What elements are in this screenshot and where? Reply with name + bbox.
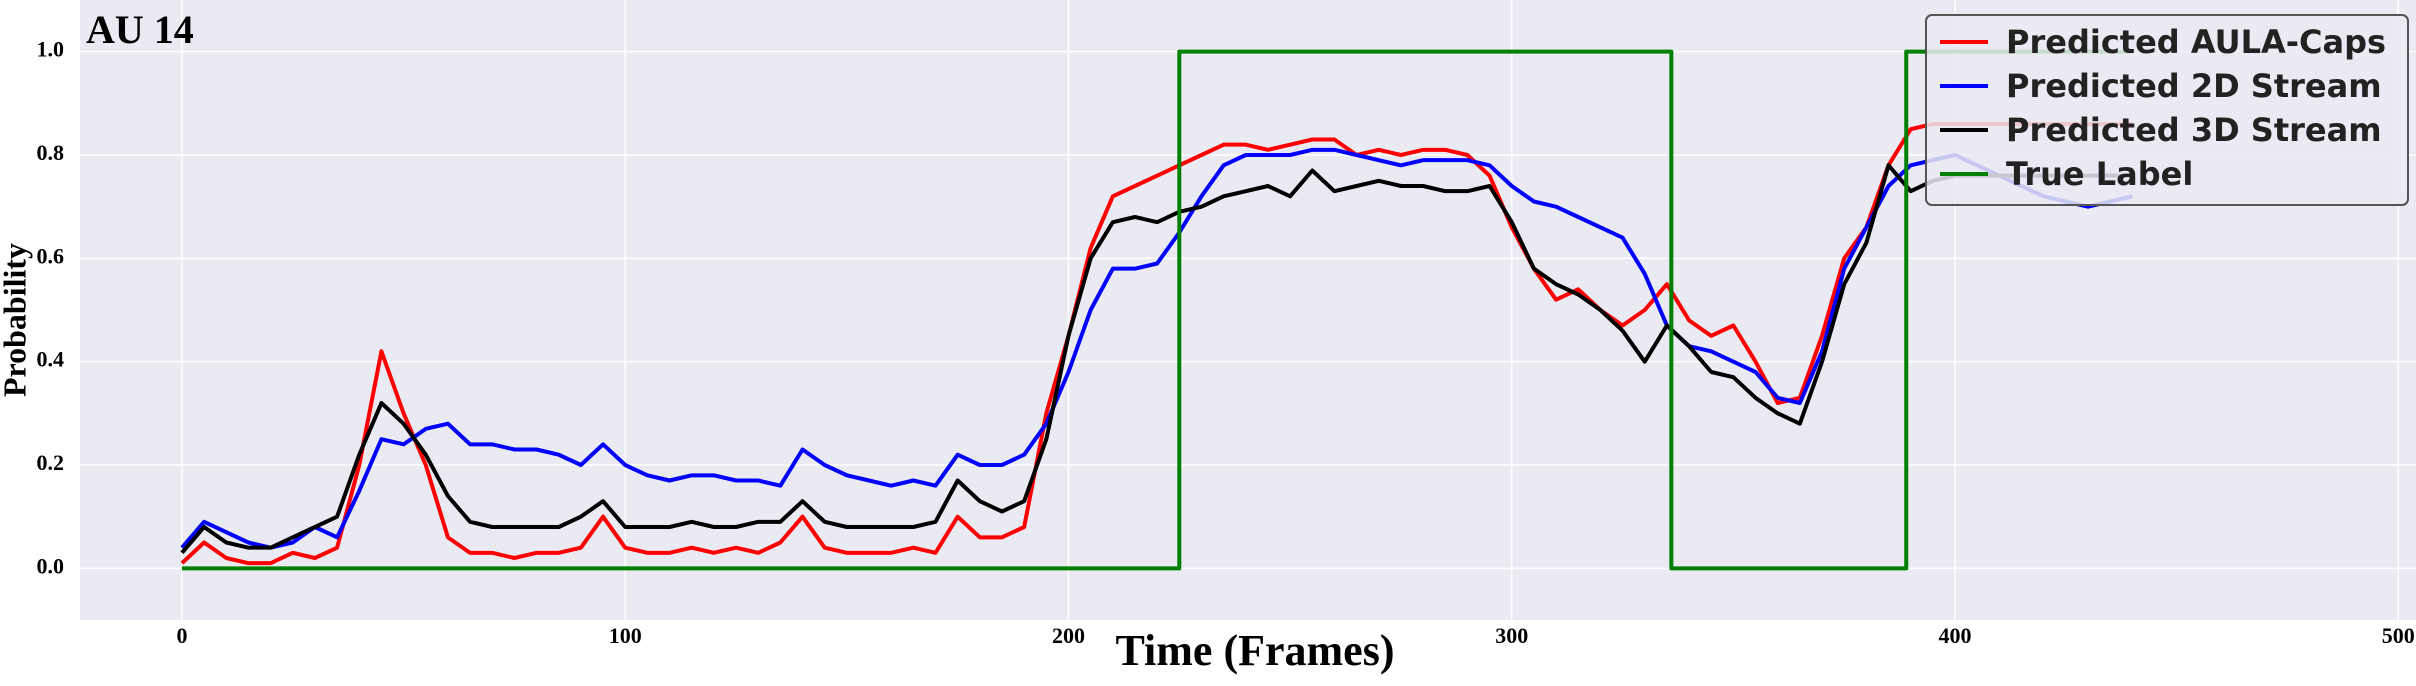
- x-tick-label: 500: [2382, 623, 2415, 648]
- x-tick-label: 100: [609, 623, 642, 648]
- y-tick-label: 0.8: [37, 140, 65, 165]
- x-axis-label: Time (Frames): [1116, 626, 1395, 675]
- chart-title: AU 14: [86, 7, 194, 52]
- legend: Predicted AULA-Caps Predicted 2D Stream Pr…: [1925, 14, 2409, 206]
- y-tick-label: 0.2: [37, 450, 65, 475]
- x-tick-label: 400: [1939, 623, 1972, 648]
- x-tick-label: 300: [1495, 623, 1528, 648]
- series-line: [181, 49, 2133, 571]
- legend-label: Predicted 2D Stream: [2006, 67, 2382, 105]
- series-line: [180, 163, 2133, 555]
- legend-box: [1925, 14, 2409, 206]
- y-tick-label: 1.0: [37, 37, 65, 62]
- y-tick-label: 0.6: [37, 243, 65, 268]
- y-tick-label: 0.0: [37, 553, 65, 578]
- legend-label: Predicted AULA-Caps: [2006, 23, 2386, 61]
- y-tick-label: 0.4: [37, 347, 65, 372]
- x-tick-label: 200: [1052, 623, 1085, 648]
- series-line: [180, 122, 2133, 566]
- legend-label: True Label: [2006, 155, 2193, 193]
- series-line: [180, 147, 2133, 550]
- x-tick-label: 0: [176, 623, 187, 648]
- lines: [180, 49, 2133, 571]
- y-axis-label: Probability: [0, 243, 32, 397]
- legend-label: Predicted 3D Stream: [2006, 111, 2382, 149]
